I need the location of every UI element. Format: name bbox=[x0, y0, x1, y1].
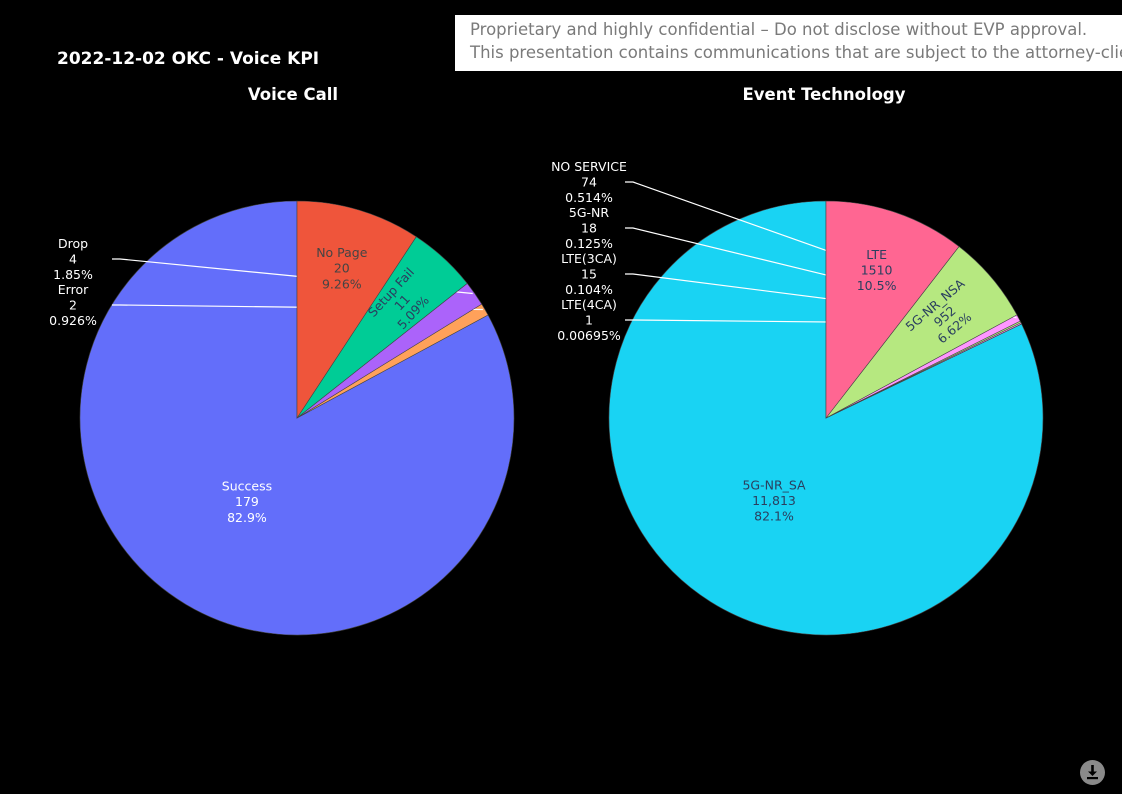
slice-label-lte: LTE 1510 10.5% bbox=[857, 247, 897, 293]
banner-line-1: Proprietary and highly confidential – Do… bbox=[470, 20, 1088, 39]
chart-title: Event Technology bbox=[742, 85, 905, 104]
pie-chart-voice-call: Voice Call Success 179 82.9% Error 2 0.926%Dro… bbox=[49, 85, 515, 636]
download-plot-button[interactable] bbox=[1080, 760, 1105, 785]
slice-label-no-page: No Page 20 9.26% bbox=[316, 245, 368, 291]
banner-line-2: This presentation contains communication… bbox=[470, 43, 1122, 62]
slice-label-lte-4ca: LTE(4CA) 1 0.00695% bbox=[557, 297, 621, 343]
pie-slice-lte[interactable] bbox=[825, 200, 960, 419]
slice-label-5g-nr: 5G-NR 18 0.125% bbox=[565, 205, 613, 251]
page-title: 2022-12-02 OKC - Voice KPI bbox=[57, 49, 320, 69]
slice-label-5g-nr-sa: 5G-NR_SA 11,813 82.1% bbox=[742, 477, 806, 523]
slice-label-error: Error 2 0.926% bbox=[49, 282, 97, 328]
chart-title: Voice Call bbox=[248, 85, 338, 104]
download-icon bbox=[1087, 765, 1098, 780]
slice-label-no-service: NO SERVICE 74 0.514% bbox=[551, 159, 627, 205]
pie-chart-event-technology: Event Technology 5G-NR_SA 11,813 82.1% LTE(4… bbox=[551, 85, 1044, 636]
slice-label-success: Success 179 82.9% bbox=[222, 479, 272, 525]
slice-label-drop: Drop 4 1.85% bbox=[53, 236, 93, 282]
confidentiality-banner: Proprietary and highly confidential – Do… bbox=[455, 15, 1122, 71]
pie-slice-no-page[interactable] bbox=[296, 200, 417, 420]
slice-label-lte-3ca: LTE(3CA) 15 0.104% bbox=[561, 251, 617, 297]
